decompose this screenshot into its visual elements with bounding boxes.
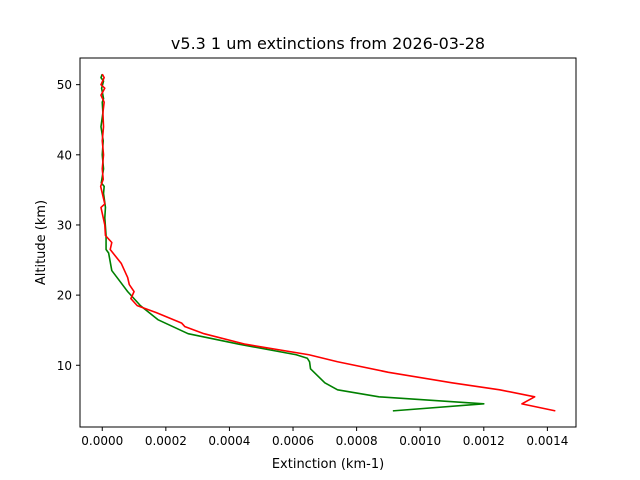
chart-title: v5.3 1 um extinctions from 2026-03-28	[171, 34, 485, 53]
x-tick-label: 0.0010	[399, 434, 441, 448]
x-tick-label: 0.0002	[145, 434, 187, 448]
y-axis-label: Altitude (km)	[34, 200, 49, 285]
x-axis-label: Extinction (km-1)	[272, 457, 384, 472]
x-tick-label: 0.0008	[336, 434, 378, 448]
y-tick-label: 10	[57, 359, 72, 373]
x-tick-label: 0.0000	[81, 434, 123, 448]
axes-background	[80, 58, 576, 427]
y-axis-ticks: 10 20 30 40 50	[57, 78, 80, 373]
y-tick-label: 20	[57, 289, 72, 303]
series-layer	[99, 73, 556, 412]
x-tick-label: 0.0006	[272, 434, 314, 448]
y-tick-label: 30	[57, 218, 72, 232]
plot-area: 0.0000 0.0002 0.0004 0.0006 0.0008 0.0010 0.00…	[57, 57, 577, 448]
x-axis-ticks: 0.0000 0.0002 0.0004 0.0006 0.0008 0.0010 0.00…	[81, 427, 568, 448]
x-tick-label: 0.0014	[526, 434, 568, 448]
axes-frame	[79, 57, 577, 428]
y-tick-label: 50	[57, 78, 72, 92]
x-tick-label: 0.0012	[463, 434, 505, 448]
series-line-2	[99, 73, 556, 412]
x-tick-label: 0.0004	[208, 434, 250, 448]
y-tick-label: 40	[57, 148, 72, 162]
